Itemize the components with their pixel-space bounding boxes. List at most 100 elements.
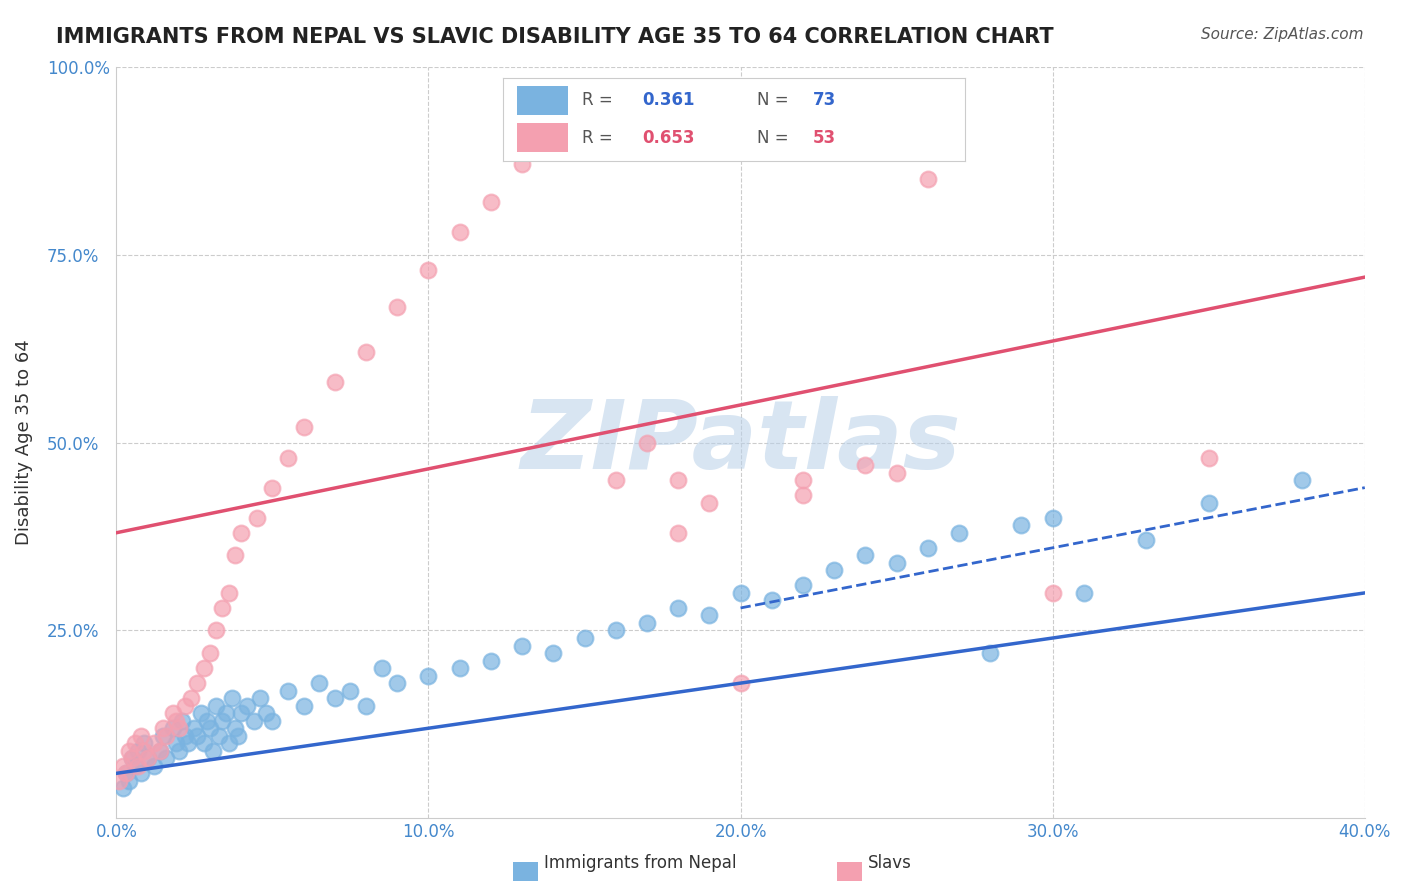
Point	[666, 473, 689, 487]
Text: Immigrants from Nepal: Immigrants from Nepal	[544, 855, 737, 872]
Point	[1073, 586, 1095, 600]
Point	[418, 668, 440, 682]
Point	[242, 714, 264, 728]
Point	[666, 525, 689, 540]
Point	[180, 691, 202, 706]
Point	[174, 698, 197, 713]
Point	[186, 729, 208, 743]
Point	[277, 450, 299, 465]
Text: ZIPatlas: ZIPatlas	[520, 396, 960, 489]
Point	[605, 624, 627, 638]
Point	[118, 744, 141, 758]
Point	[218, 736, 240, 750]
Point	[124, 736, 146, 750]
Point	[262, 481, 284, 495]
Point	[224, 549, 246, 563]
Point	[127, 759, 149, 773]
Point	[666, 601, 689, 615]
Point	[134, 744, 156, 758]
Point	[292, 698, 315, 713]
Point	[792, 488, 814, 502]
Point	[124, 759, 146, 773]
Point	[155, 751, 177, 765]
Point	[370, 661, 392, 675]
Point	[1042, 586, 1064, 600]
Point	[792, 473, 814, 487]
Point	[218, 586, 240, 600]
Point	[108, 773, 131, 788]
Point	[186, 676, 208, 690]
Point	[224, 721, 246, 735]
Point	[142, 759, 165, 773]
Point	[236, 698, 259, 713]
Point	[479, 654, 502, 668]
Point	[226, 729, 249, 743]
Point	[636, 435, 658, 450]
Point	[699, 608, 721, 623]
Point	[917, 172, 939, 186]
Point	[292, 420, 315, 434]
Point	[699, 496, 721, 510]
Text: Slavs: Slavs	[868, 855, 911, 872]
Point	[254, 706, 277, 721]
Point	[162, 721, 184, 735]
Point	[142, 736, 165, 750]
Point	[167, 721, 190, 735]
Point	[190, 706, 212, 721]
Point	[208, 729, 231, 743]
Point	[118, 773, 141, 788]
Point	[354, 698, 377, 713]
Point	[979, 646, 1001, 660]
Point	[162, 706, 184, 721]
Point	[543, 646, 565, 660]
Point	[183, 721, 205, 735]
Point	[111, 759, 134, 773]
Point	[917, 541, 939, 555]
Point	[948, 525, 970, 540]
Point	[129, 729, 152, 743]
Point	[262, 714, 284, 728]
Point	[855, 458, 877, 472]
Text: Source: ZipAtlas.com: Source: ZipAtlas.com	[1201, 27, 1364, 42]
Point	[730, 586, 752, 600]
Point	[323, 376, 346, 390]
Point	[195, 714, 218, 728]
Point	[510, 157, 533, 171]
Point	[249, 691, 271, 706]
Point	[211, 714, 233, 728]
Point	[543, 135, 565, 149]
Point	[174, 729, 197, 743]
Point	[354, 345, 377, 359]
Point	[387, 300, 409, 314]
Point	[1042, 510, 1064, 524]
Point	[479, 194, 502, 209]
Point	[167, 744, 190, 758]
Point	[636, 615, 658, 630]
Point	[127, 744, 149, 758]
Point	[214, 706, 236, 721]
Point	[114, 766, 136, 780]
Point	[198, 646, 221, 660]
Point	[193, 661, 215, 675]
Point	[198, 721, 221, 735]
Point	[323, 691, 346, 706]
Point	[211, 601, 233, 615]
Point	[855, 549, 877, 563]
Point	[202, 744, 225, 758]
Point	[129, 766, 152, 780]
Point	[165, 714, 187, 728]
Point	[449, 661, 471, 675]
Y-axis label: Disability Age 35 to 64: Disability Age 35 to 64	[15, 340, 32, 545]
Point	[152, 729, 174, 743]
Point	[134, 736, 156, 750]
Point	[1291, 473, 1313, 487]
Point	[886, 556, 908, 570]
Point	[177, 736, 200, 750]
Point	[121, 751, 143, 765]
Point	[792, 578, 814, 592]
Point	[165, 736, 187, 750]
Point	[277, 683, 299, 698]
Point	[149, 744, 172, 758]
Point	[387, 676, 409, 690]
Text: IMMIGRANTS FROM NEPAL VS SLAVIC DISABILITY AGE 35 TO 64 CORRELATION CHART: IMMIGRANTS FROM NEPAL VS SLAVIC DISABILI…	[56, 27, 1054, 46]
